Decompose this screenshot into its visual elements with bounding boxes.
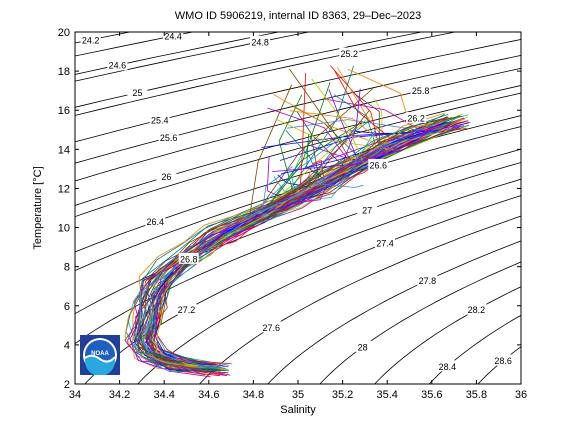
noaa-logo-text: NOAA [91,351,109,357]
density-contour-line [267,240,521,384]
y-tick-label: 16 [58,105,70,117]
x-tick-label: 35 [292,389,304,401]
contour-label-bg [261,321,282,333]
contour-label: 27.2 [178,305,196,315]
y-tick-label: 20 [58,27,70,39]
density-contour-line [75,32,311,82]
contour-label-bg [176,303,197,315]
x-tick-label: 34.4 [153,389,174,401]
profile-trace [134,93,449,365]
x-tick-label: 34 [69,389,81,401]
contour-label: 27 [362,205,372,215]
contour-label: 24.8 [251,37,269,47]
contour-label-bg [437,360,458,372]
profile-trace [124,93,445,368]
contour-label-bg [357,203,378,215]
contour-label: 28 [358,342,368,352]
x-tick-label: 34.6 [198,389,219,401]
contour-label: 27.4 [376,239,394,249]
contour-label-bg [158,131,179,143]
contour-label-bg [149,114,170,125]
contour-label-bg [410,84,431,96]
contour-label: 24.6 [109,61,127,71]
contour-label: 25.8 [412,86,430,96]
contour-label-bg [339,47,360,59]
y-tick-label: 6 [64,301,70,313]
contour-label-bg [250,35,271,47]
density-contour-line [374,286,521,384]
contour-label: 24.4 [164,31,182,41]
contour-label: 28.2 [468,305,486,315]
contour-label-bg [107,59,128,71]
density-contour-line [75,32,281,75]
contour-label: 25.4 [151,116,169,126]
profile-trace [154,122,470,367]
density-contour-line [477,346,521,384]
noaa-logo: NOAA [80,335,120,375]
contour-label: 28.6 [494,356,512,366]
y-tick-label: 4 [64,340,70,352]
density-contour-labels: 24.2 24.4 24.6 24.8 25 25.2 25.4 25.6 25.8 26 26.2… [80,29,514,372]
x-tick-label: 34.2 [109,389,130,401]
contour-label: 27.8 [419,276,437,286]
y-axis-label: Temperature [°C] [32,166,44,250]
contour-label: 26 [161,172,171,182]
contour-label-bg [406,112,427,124]
contour-label: 25 [132,88,142,98]
profile-trace [135,118,450,369]
y-tick-label: 10 [58,223,70,235]
contour-label-bg [156,170,177,182]
y-tick-label: 12 [58,183,70,195]
contour-label-bg [493,354,514,366]
x-tick-label: 34.8 [243,389,264,401]
contour-label-bg [352,340,373,352]
x-tick-label: 36 [515,389,527,401]
contour-label: 26.4 [147,217,165,227]
contour-label-bg [80,33,101,45]
y-tick-label: 2 [64,379,70,391]
contour-label: 26.6 [370,160,388,170]
contour-label-bg [368,158,389,170]
x-tick-label: 35.6 [421,389,442,401]
profile-traces [124,65,471,378]
y-tick-label: 14 [58,144,70,156]
contour-label-bg [127,86,148,98]
contour-label: 25.6 [160,133,178,143]
contour-label-bg [374,237,395,249]
y-tick-label: 8 [64,262,70,274]
y-tick-label: 18 [58,66,70,78]
contour-label: 26.2 [407,114,425,124]
profile-trace [135,114,449,369]
contour-label-bg [417,274,438,286]
contour-label-bg [466,303,487,315]
contour-label: 25.2 [341,49,359,59]
x-axis-label: Salinity [280,404,316,416]
contour-label-bg [163,29,184,41]
profile-trace [138,110,452,373]
x-tick-label: 35.4 [376,389,397,401]
contour-label: 24.2 [82,35,100,45]
contour-label: 26.8 [180,254,198,264]
density-contour-line [137,195,521,384]
contour-label: 27.6 [262,323,280,333]
chart-title: WMO ID 5906219, internal ID 8363, 29–Dec… [174,10,422,22]
contour-label-bg [178,252,199,264]
axis-ticks: 34 34.2 34.4 34.6 34.8 35 35.2 35.4 35.6 35.8 3624… [58,27,527,401]
density-contour-line [319,261,521,384]
x-tick-label: 35.2 [332,389,353,401]
x-tick-label: 35.8 [466,389,487,401]
contour-label: 28.4 [439,362,457,372]
contour-label-bg [145,215,166,227]
profile-trace [137,68,448,363]
